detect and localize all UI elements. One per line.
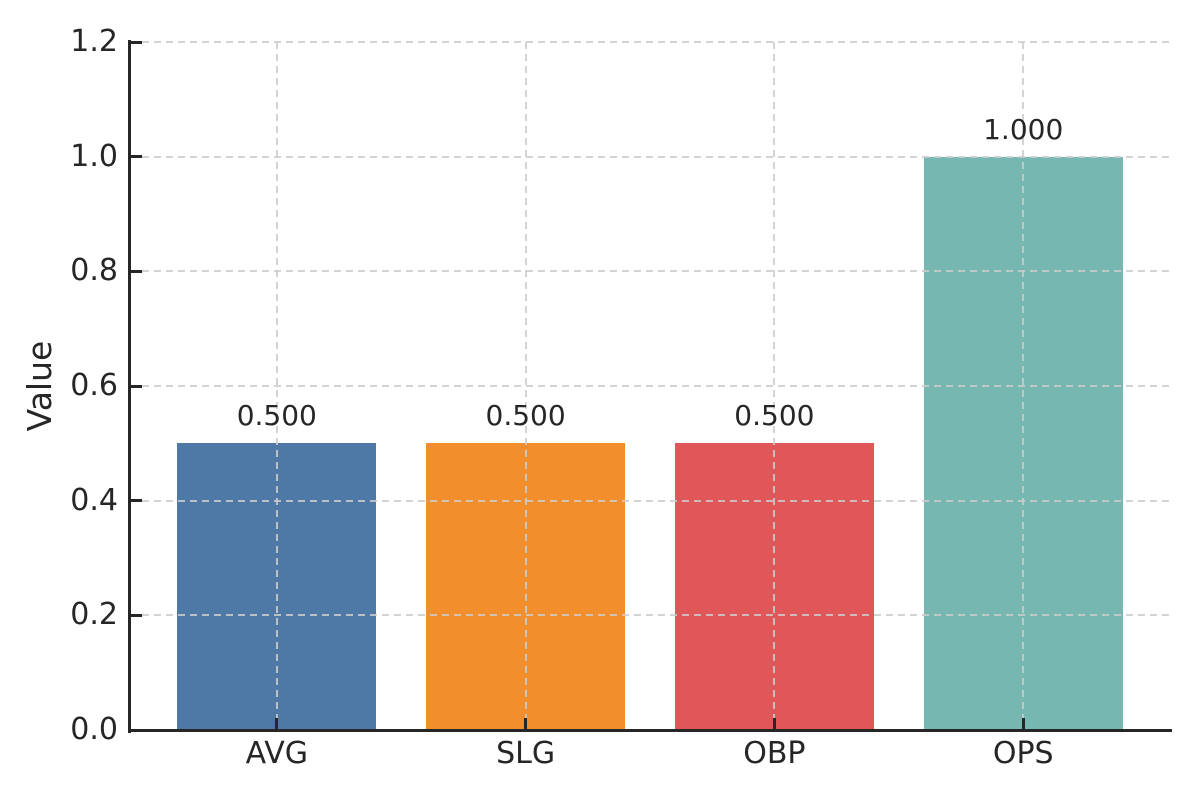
y-tick-label: 0.6: [70, 368, 118, 403]
x-axis-tick: [524, 718, 528, 729]
x-axis-tick: [275, 718, 279, 729]
x-tick-label-slg: SLG: [496, 736, 556, 771]
gridline-horizontal: [130, 41, 1170, 43]
gridline-vertical: [1022, 42, 1025, 730]
gridline-vertical: [524, 42, 527, 730]
gridline-horizontal: [130, 499, 1170, 502]
x-tick-label-avg: AVG: [245, 736, 308, 771]
y-axis-tick: [131, 384, 142, 388]
x-tick-label-obp: OBP: [743, 736, 806, 771]
x-tick-label-ops: OPS: [992, 736, 1054, 771]
y-axis-tick: [131, 155, 142, 159]
gridline-vertical: [773, 42, 776, 730]
gridline-vertical: [275, 42, 278, 730]
y-tick-label: 1.0: [70, 138, 118, 174]
gridline-horizontal: [130, 614, 1170, 617]
gridline-horizontal: [130, 270, 1170, 273]
bar-value-label: 1.000: [983, 112, 1064, 146]
y-axis-spine: [128, 40, 131, 733]
y-tick-label: 0.8: [70, 253, 118, 289]
gridline-horizontal: [130, 155, 1170, 158]
y-tick-label: 0.0: [70, 712, 118, 747]
x-axis-tick: [772, 718, 776, 729]
x-axis-spine: [128, 729, 1172, 732]
gridline-horizontal: [130, 385, 1170, 387]
y-axis-tick: [131, 269, 142, 273]
y-axis-tick: [131, 40, 142, 44]
x-axis-tick: [1021, 718, 1025, 729]
y-tick-label: 0.4: [70, 482, 118, 518]
y-tick-label: 1.2: [70, 24, 118, 59]
bar-value-label: 0.500: [236, 399, 317, 433]
y-axis-tick: [131, 499, 142, 503]
bar-value-label: 0.500: [485, 399, 566, 433]
y-axis-tick: [131, 613, 142, 617]
y-tick-label: 0.2: [70, 597, 118, 633]
bar-value-label: 0.500: [734, 399, 815, 433]
